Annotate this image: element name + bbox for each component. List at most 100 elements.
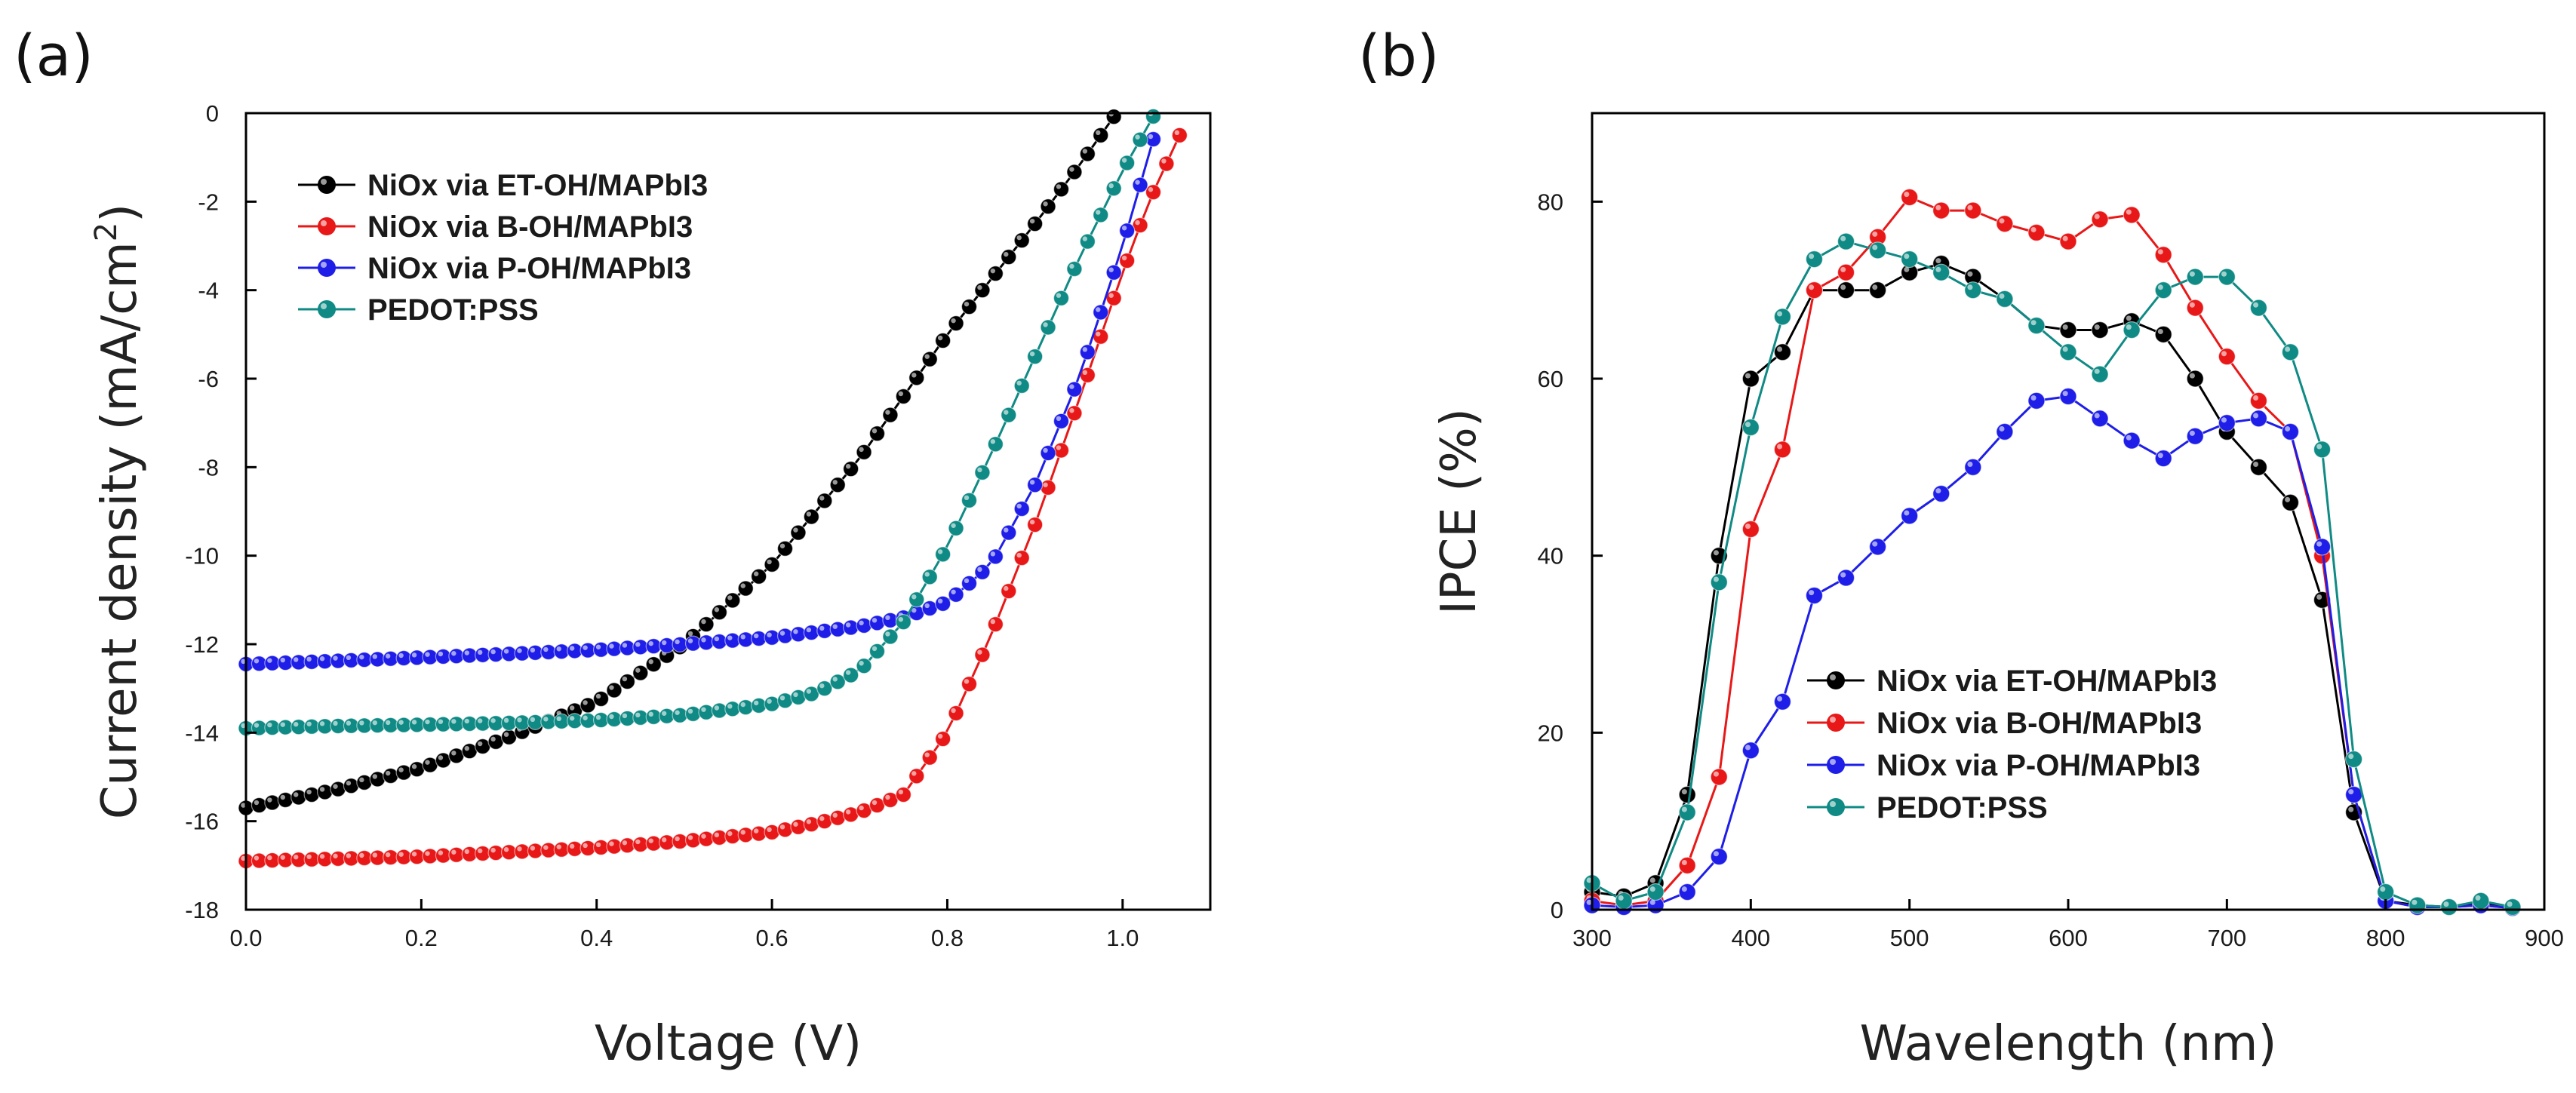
panel-b-series-layer — [1583, 188, 2522, 917]
panel-a-series-niox-via-p-oh-mapbi3-point-highlight — [398, 652, 404, 659]
panel-a-series-pedot-pss-point — [1119, 155, 1136, 171]
panel-a-series-niox-via-b-oh-mapbi3-point-highlight — [1121, 255, 1127, 261]
panel-b-series-pedot-pss-point — [2186, 268, 2204, 286]
panel-a-series-niox-via-p-oh-mapbi3-point-highlight — [885, 615, 890, 621]
panel-b-series-niox-via-p-oh-mapbi3-point-highlight — [2316, 541, 2322, 547]
panel-a-series-niox-via-b-oh-mapbi3-point — [987, 616, 1004, 633]
panel-b-series-pedot-pss-point-highlight — [1999, 293, 2005, 299]
panel-a-series-niox-via-et-oh-mapbi3-point — [1093, 127, 1109, 143]
panel-a-series-pedot-pss-point — [1079, 233, 1096, 250]
panel-a-series-niox-via-b-oh-mapbi3-point-highlight — [294, 855, 299, 860]
panel-a-series-niox-via-p-oh-mapbi3-point-highlight — [767, 632, 772, 637]
panel-b-series-niox-via-p-oh-mapbi3-point — [1996, 422, 2014, 441]
panel-a-series-niox-via-et-oh-mapbi3-point — [251, 797, 268, 814]
panel-a-series-niox-via-et-oh-mapbi3-point-highlight — [714, 607, 720, 613]
panel-a-series-pedot-pss-point-highlight — [398, 720, 404, 725]
panel-a-series-niox-via-et-oh-mapbi3-point — [1040, 198, 1056, 215]
panel-b-series-niox-via-p-oh-mapbi3-point-highlight — [2126, 434, 2132, 441]
panel-a-series-pedot-pss-point-highlight — [1082, 236, 1088, 241]
panel-a-series-niox-via-p-oh-mapbi3-point-highlight — [306, 656, 312, 662]
panel-a-series-niox-via-et-oh-mapbi3-point-highlight — [740, 583, 745, 588]
panel-b-series-niox-via-b-oh-mapbi3-point — [1773, 441, 1791, 459]
panel-a-series-niox-via-p-oh-mapbi3-point-highlight — [1069, 384, 1074, 389]
panel-a-series-niox-via-b-oh-mapbi3-point-highlight — [280, 855, 285, 860]
panel-a-series-niox-via-p-oh-mapbi3-point-highlight — [1096, 307, 1101, 312]
panel-a-series-pedot-pss-point — [1053, 290, 1070, 306]
panel-b-series-niox-via-p-oh-mapbi3-line — [1591, 395, 2513, 910]
panel-a-series-niox-via-et-oh-mapbi3-point-highlight — [701, 619, 706, 625]
panel-b-series-pedot-pss-point — [2440, 898, 2458, 916]
panel-a-series-niox-via-et-oh-mapbi3-point-highlight — [346, 781, 352, 786]
panel-a-series-niox-via-et-oh-mapbi3-point-highlight — [451, 751, 456, 756]
panel-a-series-pedot-pss-point-highlight — [740, 702, 745, 708]
panel-a-series-niox-via-b-oh-mapbi3-point-highlight — [871, 800, 878, 806]
panel-b-series-niox-via-et-oh-mapbi3-point-highlight — [1777, 346, 1783, 352]
panel-a-series-pedot-pss-point-highlight — [1004, 410, 1009, 415]
panel-b-series-niox-via-b-oh-mapbi3-point-highlight — [1744, 523, 1751, 530]
panel-b-series-pedot-pss-point-highlight — [2062, 346, 2068, 352]
panel-a-series-niox-via-b-oh-mapbi3-point-highlight — [241, 855, 246, 861]
panel-a-plot-frame — [244, 112, 1212, 911]
panel-b-series-niox-via-p-oh-mapbi3-point-highlight — [2157, 453, 2163, 459]
panel-b-series-pedot-pss-point-highlight — [2253, 302, 2259, 308]
panel-a-series-niox-via-b-oh-mapbi3-point — [790, 818, 807, 835]
panel-a-series-niox-via-b-oh-mapbi3-point-highlight — [267, 855, 272, 861]
panel-a-series-niox-via-p-oh-mapbi3-point — [935, 595, 951, 612]
panel-a-series-niox-via-p-oh-mapbi3-point — [856, 617, 872, 634]
panel-a-series-niox-via-et-oh-mapbi3-point-highlight — [595, 693, 601, 699]
panel-a-series-niox-via-et-oh-mapbi3-point-highlight — [386, 770, 391, 776]
panel-a-series-niox-via-p-oh-mapbi3-point — [829, 621, 846, 637]
panel-b-series-niox-via-p-oh-mapbi3-point-highlight — [1935, 488, 1941, 494]
panel-a-series-niox-via-p-oh-mapbi3-point-highlight — [806, 627, 812, 633]
panel-a-series-niox-via-et-oh-mapbi3-point — [776, 540, 794, 557]
panel-a-series-niox-via-et-oh-mapbi3-point-highlight — [911, 373, 917, 378]
panel-a-series-niox-via-b-oh-mapbi3-point-highlight — [543, 845, 549, 850]
panel-b-series-niox-via-b-oh-mapbi3-point-highlight — [2126, 209, 2132, 215]
panel-a-series-niox-via-et-oh-mapbi3-point — [882, 407, 899, 423]
panel-a-series-pedot-pss-point-highlight — [1121, 158, 1127, 163]
panel-a-series-niox-via-et-oh-mapbi3-point — [829, 477, 846, 493]
panel-b-series-pedot-pss-point — [1646, 883, 1665, 901]
panel-a-series-niox-via-b-oh-mapbi3-point-highlight — [1135, 220, 1140, 226]
panel-a-series-niox-via-b-oh-mapbi3-point — [1158, 155, 1175, 172]
panel-a-y-tick-label: -10 — [185, 543, 219, 570]
panel-a-series-niox-via-b-oh-mapbi3-point — [803, 816, 819, 833]
panel-a-series-niox-via-et-oh-mapbi3-point — [1079, 146, 1096, 162]
panel-a-series-niox-via-et-oh-mapbi3-point-highlight — [871, 428, 878, 434]
panel-a-series-niox-via-p-oh-mapbi3-point-highlight — [241, 659, 246, 665]
panel-a-series-niox-via-p-oh-mapbi3-point-highlight — [556, 646, 561, 652]
panel-a-series-niox-via-p-oh-mapbi3-point-highlight — [346, 655, 352, 661]
panel-a-series-niox-via-b-oh-mapbi3-point-highlight — [740, 830, 745, 835]
panel-a-series-pedot-pss-point — [843, 667, 859, 683]
panel-a-series-pedot-pss-point-highlight — [622, 713, 628, 719]
panel-b-series-niox-via-et-oh-mapbi3-point-highlight — [2157, 328, 2163, 335]
panel-a-series-niox-via-b-oh-mapbi3-point — [1066, 405, 1083, 422]
panel-a-series-niox-via-b-oh-mapbi3-point-highlight — [372, 852, 377, 858]
panel-b-series-niox-via-b-oh-mapbi3-point — [1710, 768, 1728, 786]
panel-b-series-niox-via-b-oh-mapbi3-point-highlight — [1999, 218, 2005, 224]
panel-a-series-pedot-pss-point-highlight — [241, 723, 246, 729]
panel-a-series-niox-via-b-oh-mapbi3-point-highlight — [530, 846, 536, 851]
panel-a-series-pedot-pss-point-highlight — [859, 661, 864, 666]
panel-a-series-niox-via-p-oh-mapbi3-point — [1093, 304, 1109, 321]
panel-a-legend-entry-niox-via-et-oh-mapbi3-marker — [318, 176, 336, 194]
panel-a-series-pedot-pss-point-highlight — [543, 717, 549, 722]
panel-b-series-niox-via-et-oh-mapbi3-point — [1837, 281, 1855, 299]
panel-a-y-tick-label: -18 — [185, 897, 219, 923]
panel-b-series-niox-via-et-oh-mapbi3-point-highlight — [2316, 594, 2322, 600]
panel-b-series-pedot-pss-point-highlight — [1935, 266, 1941, 272]
panel-b-series-pedot-pss-point — [2123, 321, 2141, 339]
panel-a-series-niox-via-b-oh-mapbi3-point-highlight — [411, 852, 417, 857]
panel-a-series-pedot-pss-point-highlight — [661, 711, 667, 716]
panel-b-legend-entry-niox-via-p-oh-mapbi3-marker — [1827, 756, 1845, 774]
panel-b-series-niox-via-p-oh-mapbi3-point-highlight — [2285, 426, 2291, 432]
panel-b-series-niox-via-p-oh-mapbi3-point — [2345, 785, 2363, 804]
panel-a-series-niox-via-b-oh-mapbi3-point-highlight — [990, 619, 996, 625]
panel-a-series-niox-via-p-oh-mapbi3-point-highlight — [411, 652, 417, 658]
panel-a-series-pedot-pss-point-highlight — [701, 707, 706, 712]
panel-b-series-niox-via-p-oh-mapbi3-point — [2059, 387, 2077, 406]
panel-a-series-pedot-pss-point — [1132, 131, 1148, 148]
panel-b-series-pedot-pss-point — [2249, 299, 2267, 317]
panel-b-series-niox-via-et-oh-mapbi3-point — [1869, 281, 1887, 299]
panel-a-series-niox-via-et-oh-mapbi3-point-highlight — [767, 559, 772, 565]
